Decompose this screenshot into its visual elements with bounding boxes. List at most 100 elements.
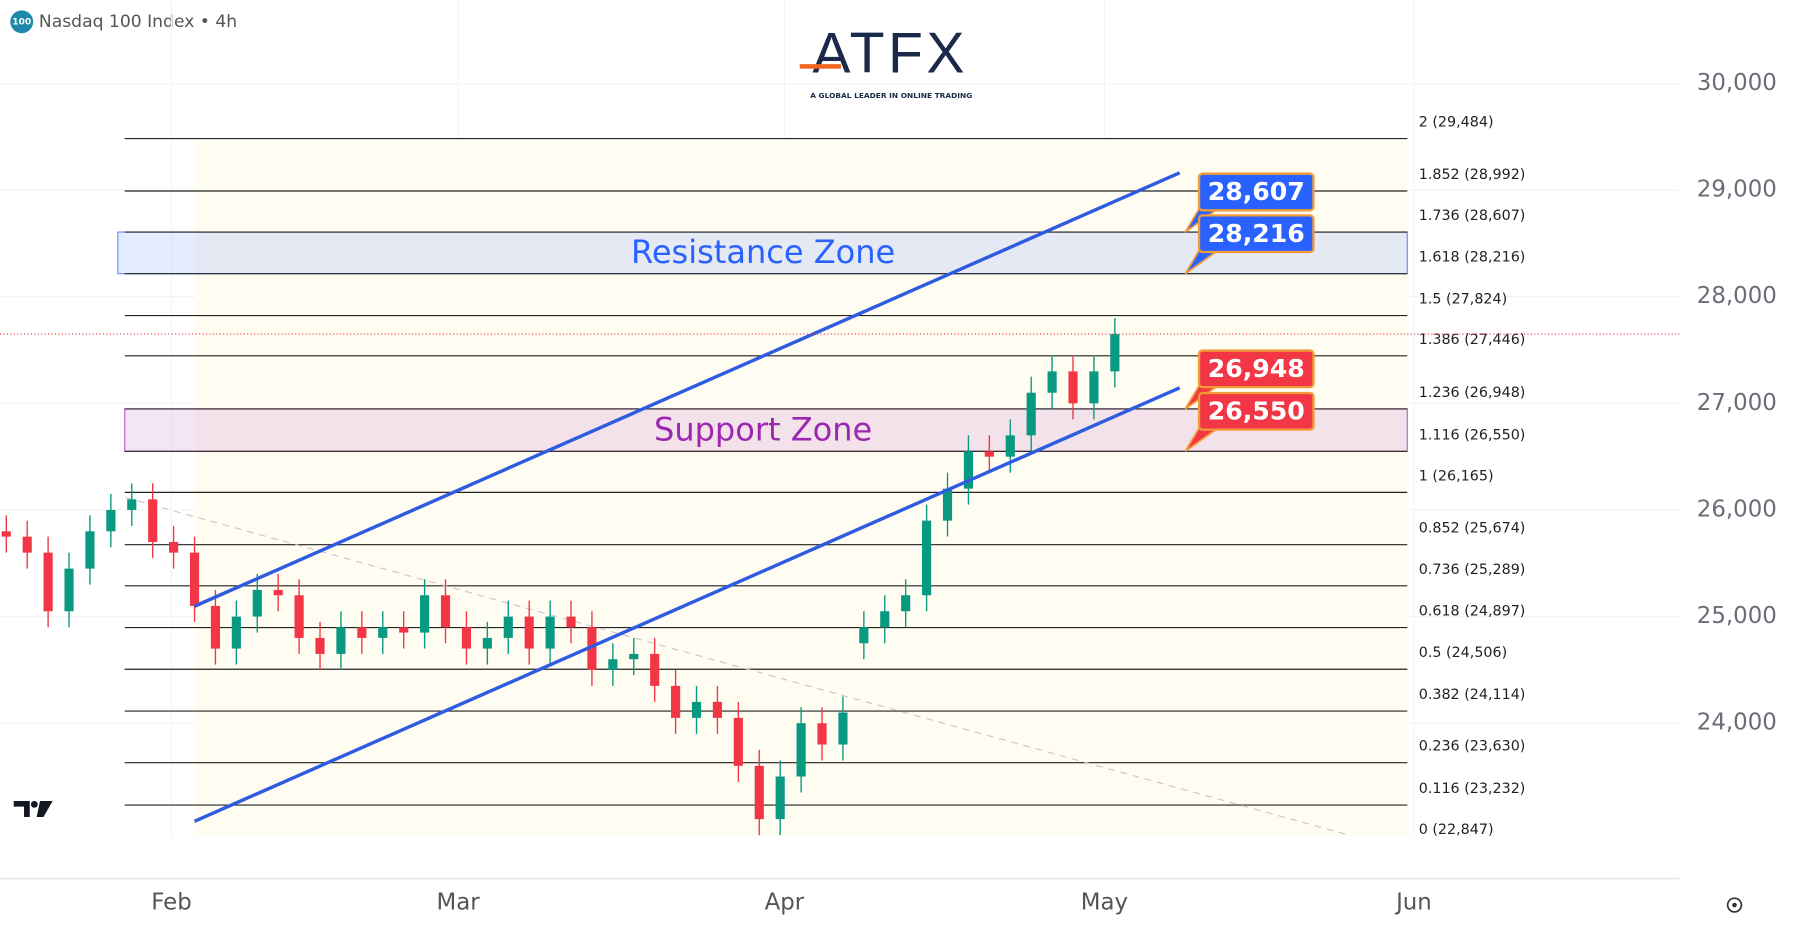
- candle-body: [524, 616, 534, 649]
- candle-body: [64, 568, 74, 612]
- candle-body: [106, 509, 116, 532]
- candle-body: [608, 659, 618, 670]
- fib-level-label: 0.5 (24,506): [1419, 645, 1507, 661]
- brand-logo: ATFX: [812, 21, 968, 85]
- candle-body: [420, 595, 430, 633]
- candle-body: [838, 712, 848, 745]
- candle-body: [1110, 334, 1120, 372]
- candle-body: [901, 595, 911, 612]
- x-tick-label: Mar: [436, 889, 480, 915]
- x-tick-label: Apr: [765, 889, 805, 915]
- callout-box: [1197, 391, 1315, 431]
- tv-logo-part: [13, 800, 30, 817]
- candle-body: [942, 488, 953, 521]
- candle-body: [859, 627, 869, 644]
- fib-level-label: 2 (29,484): [1419, 115, 1494, 131]
- fib-level-label: 1.116 (26,550): [1419, 427, 1526, 443]
- settings-button[interactable]: [1726, 897, 1743, 913]
- candle-body: [189, 552, 200, 606]
- callout-label: 26,550: [1208, 396, 1305, 425]
- candle-body: [273, 589, 283, 596]
- y-tick-label: 25,000: [1697, 603, 1777, 629]
- candle-body: [629, 653, 639, 660]
- fib-level-label: 1.5 (27,824): [1419, 291, 1507, 307]
- candle-body: [336, 627, 346, 654]
- candle-body: [1005, 435, 1015, 457]
- tv-logo: [13, 800, 53, 817]
- fib-level-label: 1.236 (26,948): [1419, 385, 1526, 401]
- candle-body: [712, 701, 723, 718]
- plot-area: Resistance Zone Support Zone 2 (29,484) 1.8…: [0, 0, 1680, 838]
- candle-body: [775, 776, 785, 820]
- candle-body: [482, 637, 492, 649]
- fib-level-label: 0.382 (24,114): [1419, 687, 1526, 703]
- candle-body: [503, 616, 513, 638]
- x-tick-label: Jun: [1394, 889, 1432, 915]
- settings-icon-center: [1732, 902, 1737, 908]
- fib-level-label: 0.116 (23,232): [1419, 781, 1526, 797]
- candle-body: [754, 765, 764, 820]
- brand-tagline: A GLOBAL LEADER IN ONLINE TRADING: [810, 91, 972, 100]
- candle-body: [691, 701, 702, 718]
- fib-level-label: 0.236 (23,630): [1419, 739, 1526, 755]
- candle-body: [43, 552, 53, 612]
- channel-line: [193, 171, 1181, 608]
- candle-body: [85, 531, 95, 569]
- candle-body: [231, 616, 241, 649]
- trendline: [125, 497, 1350, 836]
- candle-body: [984, 451, 994, 457]
- callout-label: 28,607: [1208, 177, 1305, 206]
- candle-body: [817, 723, 827, 745]
- zone-label: Resistance Zone: [631, 233, 895, 271]
- candle-body: [399, 627, 409, 633]
- y-tick-label: 26,000: [1697, 496, 1777, 522]
- candle-body: [566, 616, 576, 628]
- candle-body: [294, 595, 304, 638]
- y-tick-label: 27,000: [1697, 390, 1777, 416]
- fib-level-label: 1 (26,165): [1419, 468, 1494, 484]
- zone-label: Support Zone: [654, 410, 872, 448]
- y-tick-label: 24,000: [1697, 710, 1777, 736]
- candle-body: [650, 653, 660, 686]
- candle-body: [440, 595, 451, 628]
- chart-title: Nasdaq 100 Index • 4h: [39, 12, 237, 32]
- candle-body: [1047, 371, 1057, 393]
- fib-level-label: 1.736 (28,607): [1419, 208, 1526, 224]
- callout-box: [1197, 172, 1315, 212]
- fib-level-label: 1.618 (28,216): [1419, 250, 1526, 266]
- y-tick-label: 28,000: [1697, 283, 1777, 309]
- candle-body: [461, 627, 472, 649]
- y-tick-label: 29,000: [1697, 177, 1777, 203]
- candle-body: [587, 627, 597, 670]
- settings-icon[interactable]: [1726, 897, 1743, 913]
- candle-body: [1068, 371, 1078, 404]
- candle-body: [378, 627, 388, 638]
- candle-body: [1026, 392, 1036, 436]
- fib-level-label: 0.736 (25,289): [1419, 562, 1526, 578]
- candle-body: [796, 723, 806, 777]
- candle-body: [880, 611, 890, 628]
- fib-level-label: 1.852 (28,992): [1419, 167, 1526, 183]
- fib-level-label: 0.618 (24,897): [1419, 604, 1526, 620]
- candle-body: [252, 589, 262, 617]
- candle-body: [148, 499, 158, 542]
- fib-level-label: 0.852 (25,674): [1419, 521, 1526, 537]
- candle-body: [127, 499, 137, 510]
- y-tick-label: 30,000: [1697, 70, 1777, 96]
- brand-accent: [799, 64, 841, 69]
- x-tick-label: May: [1081, 889, 1128, 915]
- candle-body: [210, 605, 221, 649]
- candle-body: [169, 541, 179, 553]
- candle-body: [545, 616, 555, 649]
- fib-level-label: 0 (22,847): [1419, 822, 1494, 838]
- callout-box: [1197, 349, 1315, 389]
- channel-line: [193, 386, 1181, 823]
- x-tick-label: Feb: [151, 889, 192, 915]
- candle-body: [357, 627, 367, 638]
- candle-body: [1, 531, 11, 537]
- symbol-badge: 100: [12, 17, 31, 27]
- candle-body: [315, 637, 325, 654]
- callout-box: [1197, 214, 1315, 254]
